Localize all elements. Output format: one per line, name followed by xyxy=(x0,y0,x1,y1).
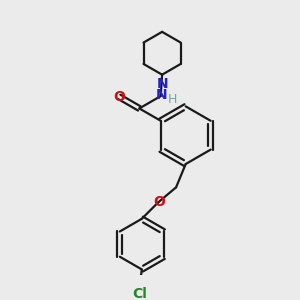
Text: N: N xyxy=(156,88,167,102)
Text: Cl: Cl xyxy=(132,287,147,300)
Text: H: H xyxy=(168,93,177,106)
Text: O: O xyxy=(153,195,165,209)
Text: N: N xyxy=(156,77,168,91)
Text: O: O xyxy=(113,90,125,104)
